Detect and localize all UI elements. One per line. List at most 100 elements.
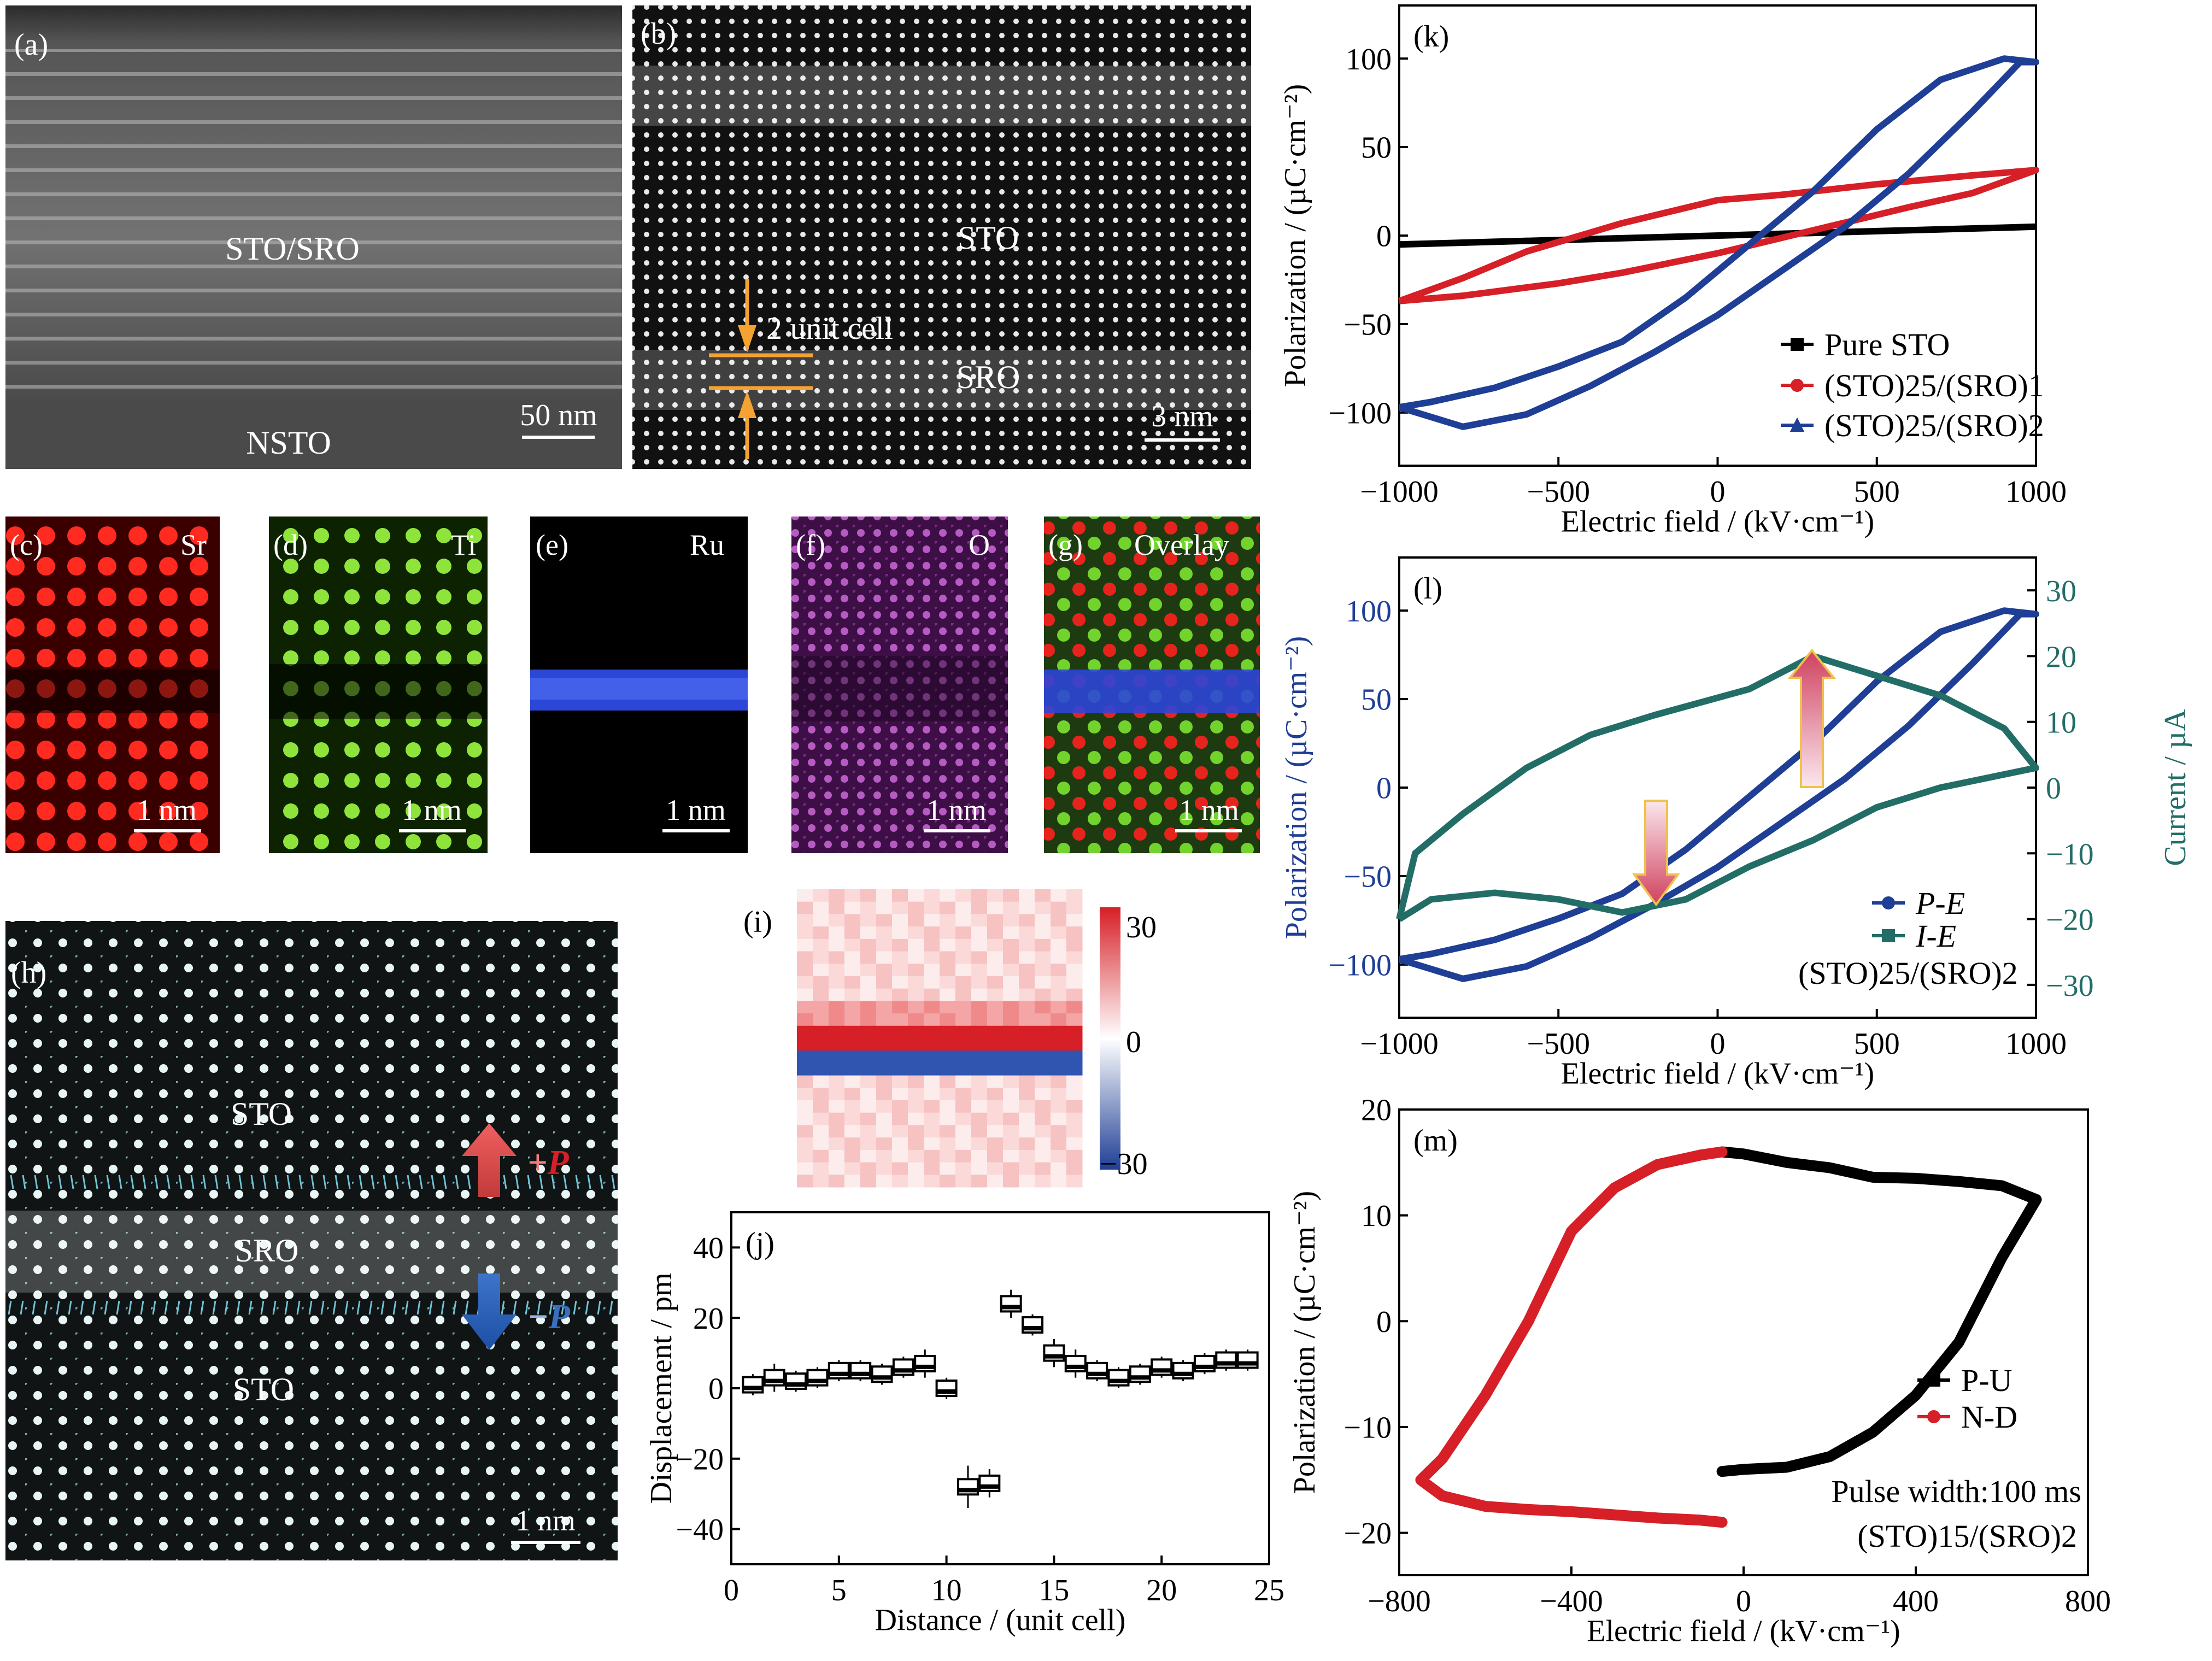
displacement-vector-down [368, 1300, 373, 1315]
displacement-vector-up [443, 1175, 447, 1189]
heatmap-cell [1051, 1013, 1067, 1026]
heatmap-cell [844, 1137, 861, 1151]
heatmap-cell [1066, 951, 1083, 964]
panel-b-label: (b) [641, 17, 676, 51]
panel-f-image [791, 517, 1008, 853]
heatmap-cell [797, 1088, 813, 1101]
heatmap-cell [1035, 901, 1051, 914]
heatmap-cell [892, 1149, 908, 1163]
x-tick-label: 25 [1254, 1574, 1284, 1607]
heatmap-cell [955, 914, 972, 927]
displacement-vector-down [404, 1300, 409, 1315]
panel-b-image [632, 5, 1251, 469]
heatmap-cell [892, 951, 908, 964]
heatmap-cell [1003, 926, 1019, 940]
displacement-vector-down [344, 1300, 349, 1315]
heatmap-cell [876, 1050, 893, 1064]
y-tick-label: 50 [1361, 131, 1392, 165]
heatmap-cell [1019, 1075, 1035, 1088]
heatmap-cell [1035, 914, 1051, 927]
heatmap-cell [1019, 976, 1035, 989]
heatmap-cell [940, 1001, 956, 1014]
heatmap-cell [844, 901, 861, 914]
heatmap-cell [1066, 901, 1083, 914]
heatmap-cell [860, 1013, 877, 1026]
y2-axis-label: Current / µA [2158, 709, 2192, 866]
heatmap-cell [1051, 976, 1067, 989]
down-arrow-icon [1632, 800, 1680, 907]
heatmap-cell [987, 951, 1004, 964]
panel-f: (f) O 1 nm [791, 517, 1008, 853]
heatmap-cell [892, 1038, 908, 1051]
heatmap-cell [987, 889, 1004, 902]
displacement-vector-down [152, 1300, 156, 1315]
heatmap-cell [987, 1001, 1004, 1014]
x-tick-label: −500 [1527, 1027, 1590, 1061]
heatmap-cell [1066, 1013, 1083, 1026]
heatmap-cell [797, 1162, 813, 1175]
panel-c-element: Sr [180, 529, 207, 561]
displacement-vector-down [609, 1300, 613, 1315]
heatmap-cell [940, 1137, 956, 1151]
heatmap-cell [876, 1013, 893, 1026]
heatmap-cell [797, 1137, 813, 1151]
displacement-vector-up [611, 1175, 615, 1189]
y-tick-label: −50 [1343, 308, 1392, 342]
heatmap-cell [1035, 951, 1051, 964]
heatmap-cell [908, 1025, 924, 1038]
panel-i-label: (i) [743, 905, 772, 939]
heatmap-cell [813, 1149, 829, 1163]
heatmap-cell [924, 914, 940, 927]
heatmap-cell [955, 1100, 972, 1113]
y-tick-label: −50 [1343, 860, 1392, 894]
up-arrow-icon [1787, 648, 1837, 788]
heatmap-cell [829, 889, 845, 902]
y2-tick-label: −10 [2046, 837, 2094, 871]
heatmap-cell [1003, 1013, 1019, 1026]
heatmap-cell [1066, 1175, 1083, 1188]
heatmap-cell [829, 964, 845, 977]
heatmap-cell [940, 1112, 956, 1125]
displacement-vector-down [416, 1300, 421, 1315]
heatmap-cell [797, 938, 813, 952]
heatmap-cell [797, 1175, 813, 1188]
heatmap-cell [940, 1013, 956, 1026]
heatmap-cell [987, 1175, 1004, 1188]
y-tick-label: 0 [1376, 1305, 1392, 1339]
series-line [1398, 55, 2039, 430]
heatmap-cell [813, 1175, 829, 1188]
heatmap-cell [1035, 964, 1051, 977]
displacement-vector-down [296, 1300, 301, 1315]
displacement-vector-down [332, 1300, 337, 1315]
y2-tick-label: −30 [2046, 969, 2094, 1003]
heatmap-cell [1051, 1149, 1067, 1163]
heatmap-cell [924, 1025, 940, 1038]
heatmap-cell [1066, 1050, 1083, 1064]
displacement-vector-up [106, 1175, 110, 1189]
heatmap-cell [1003, 938, 1019, 952]
heatmap-cell [797, 926, 813, 940]
heatmap-cell [1003, 1100, 1019, 1113]
heatmap-cell [1051, 1162, 1067, 1175]
heatmap-cell [955, 1112, 972, 1125]
displacement-vector-up [238, 1175, 243, 1189]
heatmap-cell [924, 1100, 940, 1113]
heatmap-cell [1035, 976, 1051, 989]
legend-label: (STO)25/(SRO)2 [1824, 408, 2044, 443]
plus-p-symbol: P [547, 1143, 569, 1182]
heatmap-cell [1019, 1013, 1035, 1026]
displacement-vector-down [429, 1300, 433, 1315]
heatmap-cell [1019, 1063, 1035, 1076]
heatmap-cell [971, 1063, 988, 1076]
panel-i-colorbar-min: −30 [1100, 1147, 1148, 1181]
heatmap-cell [844, 1038, 861, 1051]
heatmap-cell [860, 951, 877, 964]
x-axis-label: Electric field / (kV·cm⁻¹) [1561, 1057, 1874, 1090]
heatmap-cell [1019, 1001, 1035, 1014]
heatmap-cell [940, 1075, 956, 1088]
heatmap-cell [844, 1063, 861, 1076]
displacement-vector-down [525, 1300, 529, 1315]
heatmap-cell [1035, 1025, 1051, 1038]
displacement-vector-up [539, 1175, 543, 1189]
heatmap-cell [876, 976, 893, 989]
